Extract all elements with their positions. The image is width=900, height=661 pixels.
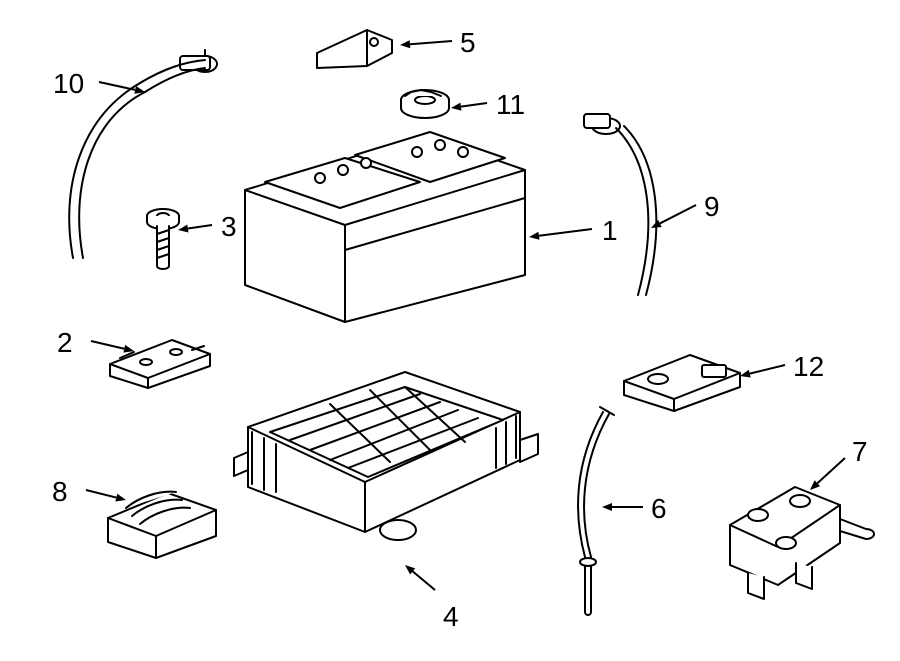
callout-label-11: 11	[496, 91, 525, 119]
callout-label-9: 9	[704, 193, 720, 221]
callout-label-10: 10	[53, 70, 84, 98]
callout-arrow-10	[91, 74, 153, 100]
callout-arrow-12	[732, 357, 793, 384]
part-7-terminal	[700, 455, 885, 605]
part-8-shield	[98, 458, 228, 563]
parts-diagram: 123456789101112	[0, 0, 900, 661]
callout-arrow-5	[392, 33, 460, 53]
callout-arrow-3	[170, 217, 220, 238]
callout-label-12: 12	[793, 353, 824, 381]
callout-label-5: 5	[460, 29, 476, 57]
part-3-bolt	[138, 204, 188, 276]
callout-arrow-4	[397, 557, 443, 598]
callout-arrow-2	[83, 333, 142, 359]
callout-arrow-9	[643, 197, 704, 236]
callout-arrow-8	[78, 482, 134, 508]
callout-label-6: 6	[651, 495, 667, 523]
callout-label-2: 2	[57, 329, 73, 357]
callout-arrow-6	[594, 499, 651, 515]
callout-label-7: 7	[852, 438, 868, 466]
part-5-cover	[312, 18, 402, 76]
part-6-vent-tube	[545, 402, 645, 637]
callout-arrow-11	[443, 95, 495, 116]
callout-label-8: 8	[52, 478, 68, 506]
callout-label-4: 4	[443, 603, 459, 631]
callout-arrow-1	[521, 221, 600, 245]
callout-label-3: 3	[221, 213, 237, 241]
part-4-tray	[220, 332, 550, 582]
part-1-battery	[225, 110, 545, 325]
callout-label-1: 1	[602, 217, 618, 245]
callout-arrow-7	[802, 450, 853, 498]
